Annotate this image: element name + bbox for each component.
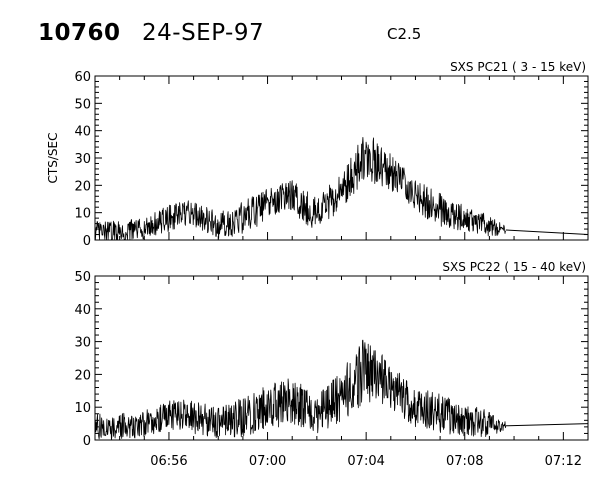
y-tick-label: 30 xyxy=(74,152,91,167)
x-tick-label: 07:04 xyxy=(347,454,384,469)
series-line xyxy=(94,339,507,441)
panel-pc21: SXS PC21 ( 3 - 15 keV) CTS/SEC 0 10 20 30 40 50… xyxy=(46,60,589,249)
y-axis-label: CTS/SEC xyxy=(46,133,60,184)
event-number: 10760 xyxy=(38,20,121,46)
data-gap-line xyxy=(505,423,589,427)
x-tick-label: 07:08 xyxy=(446,454,483,469)
x-tick-label: 07:00 xyxy=(249,454,286,469)
y-tick-label: 60 xyxy=(74,70,91,85)
panel-title: SXS PC21 ( 3 - 15 keV) xyxy=(450,60,586,74)
y-tick-label: 50 xyxy=(74,97,91,112)
panel-pc22: SXS PC22 ( 15 - 40 keV) 0 10 20 30 40 50 06:56 0… xyxy=(74,260,589,469)
y-tick-label: 40 xyxy=(74,303,91,318)
y-tick-label: 50 xyxy=(74,270,91,285)
event-date: 24-SEP-97 xyxy=(142,20,264,46)
y-tick-label: 0 xyxy=(83,434,91,449)
series-line xyxy=(94,136,507,241)
x-tick-label: 06:56 xyxy=(150,454,187,469)
goes-class: C2.5 xyxy=(387,25,421,43)
panel-title: SXS PC22 ( 15 - 40 keV) xyxy=(442,260,586,274)
y-tick-label: 30 xyxy=(74,336,91,351)
y-tick-label: 10 xyxy=(74,207,91,222)
y-tick-label: 20 xyxy=(74,368,91,383)
y-tick-label: 40 xyxy=(74,125,91,140)
x-tick-label: 07:12 xyxy=(545,454,582,469)
y-tick-label: 10 xyxy=(74,401,91,416)
data-gap-line xyxy=(505,229,589,236)
y-tick-label: 0 xyxy=(83,234,91,249)
y-tick-label: 20 xyxy=(74,179,91,194)
